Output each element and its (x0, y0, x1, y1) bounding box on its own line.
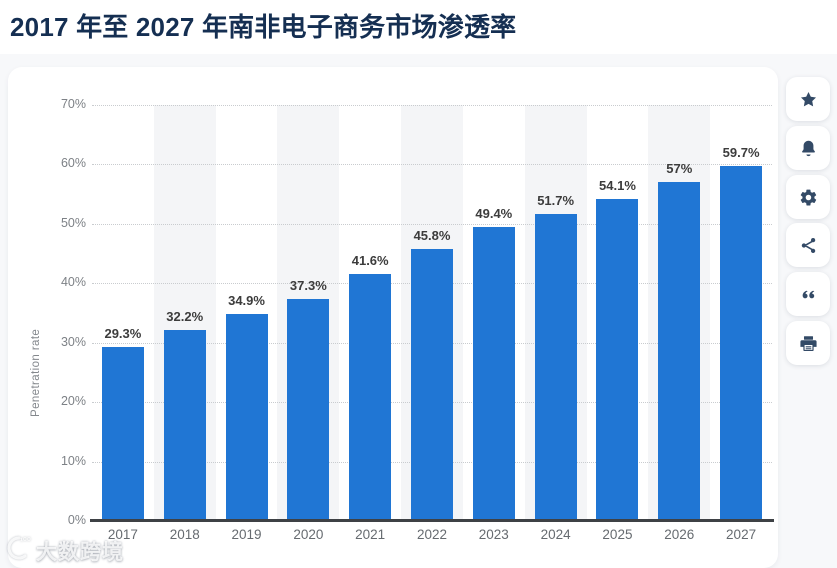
bar-value-label: 54.1% (599, 178, 636, 194)
bar-2024[interactable] (534, 213, 577, 521)
bar-2023[interactable] (472, 227, 515, 521)
bar-value-label: 45.8% (413, 227, 451, 243)
x-tick-label: 2019 (231, 527, 262, 542)
bar-2027[interactable] (720, 166, 763, 521)
favorite-button[interactable] (786, 77, 830, 121)
x-tick-label: 2024 (540, 527, 571, 542)
bar-2022[interactable] (411, 248, 453, 521)
bar-2026[interactable] (658, 182, 701, 521)
y-tick-label: 10% (60, 453, 86, 468)
bar-value-label: 34.9% (228, 292, 265, 308)
x-tick-label: 2026 (664, 527, 695, 542)
bar-value-label: 59.7% (722, 145, 760, 161)
x-tick-label: 2017 (107, 527, 138, 542)
gridline (92, 164, 772, 166)
share-icon (799, 236, 818, 255)
y-tick-label: 40% (60, 275, 86, 290)
x-tick-label: 2018 (169, 527, 200, 542)
header: 2017 年至 2027 年南非电子商务市场渗透率 (0, 0, 837, 54)
share-button[interactable] (786, 223, 830, 267)
y-tick-label: 0% (67, 513, 86, 527)
x-tick-label: 2022 (416, 527, 448, 542)
bar-value-label: 37.3% (289, 278, 327, 294)
bar-value-label: 49.4% (475, 206, 513, 222)
bar-value-label: 51.7% (537, 192, 575, 208)
y-tick-label: 20% (60, 394, 86, 409)
bar-2017[interactable] (101, 346, 144, 521)
bar-2025[interactable] (596, 199, 639, 521)
y-tick-label: 30% (60, 334, 86, 349)
star-icon (799, 90, 818, 109)
bar-2021[interactable] (349, 273, 392, 521)
bell-icon (799, 139, 818, 158)
y-tick-label: 50% (60, 215, 86, 230)
x-tick-label: 2027 (726, 527, 757, 542)
bar-2020[interactable] (287, 299, 330, 521)
plot-area: 29.3% 32.2% 34.9% 37.3% 41.6% 45.8% 49.4% 51.7%… (92, 105, 772, 521)
x-tick-label: 2025 (602, 527, 633, 542)
printer-icon (799, 334, 818, 353)
x-tick-label: 2021 (355, 527, 386, 542)
x-tick-label: 2020 (293, 527, 324, 542)
bar-value-label: 41.6% (351, 252, 389, 268)
bar-2019[interactable] (225, 313, 268, 521)
x-axis-line (90, 519, 774, 522)
x-tick-label: 2023 (478, 527, 509, 542)
gear-icon (799, 188, 818, 207)
page-title: 2017 年至 2027 年南非电子商务市场渗透率 (10, 12, 517, 42)
bar-value-label: 57% (666, 161, 693, 177)
bar-value-label: 32.2% (166, 308, 204, 324)
alerts-button[interactable] (786, 126, 830, 170)
y-tick-label: 60% (60, 156, 86, 171)
y-tick-label: 70% (60, 97, 86, 111)
print-button[interactable] (786, 321, 830, 365)
settings-button[interactable] (786, 175, 830, 219)
bar-2018[interactable] (163, 329, 206, 521)
bar-value-label: 29.3% (104, 325, 142, 341)
cite-button[interactable] (786, 272, 830, 316)
quote-icon (799, 285, 818, 304)
gridline (92, 105, 772, 106)
gridline (92, 223, 772, 225)
